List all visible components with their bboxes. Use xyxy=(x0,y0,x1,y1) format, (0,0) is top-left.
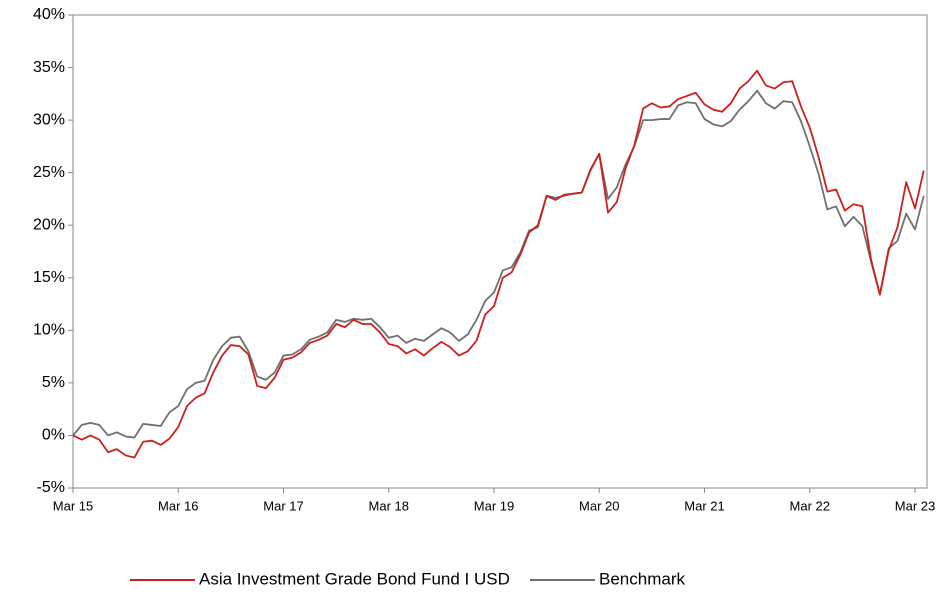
x-tick-label: Mar 18 xyxy=(369,498,409,513)
x-tick-label: Mar 15 xyxy=(53,498,93,513)
x-tick-label: Mar 16 xyxy=(158,498,198,513)
y-tick-label: 0% xyxy=(42,427,65,444)
x-tick-label: Mar 22 xyxy=(790,498,830,513)
y-tick-label: 20% xyxy=(33,216,65,233)
series-line xyxy=(72,69,925,459)
y-tick-label: 25% xyxy=(33,164,65,181)
y-tick-label: 35% xyxy=(33,59,65,76)
y-tick-label: 10% xyxy=(33,322,65,339)
series-line xyxy=(72,89,925,439)
x-tick-label: Mar 20 xyxy=(579,498,619,513)
y-tick-label: -5% xyxy=(37,479,65,496)
x-tick-label: Mar 23 xyxy=(895,498,935,513)
legend-label: Benchmark xyxy=(599,569,685,588)
x-tick-label: Mar 19 xyxy=(474,498,514,513)
y-tick-label: 30% xyxy=(33,111,65,128)
x-tick-label: Mar 17 xyxy=(263,498,303,513)
y-tick-label: 15% xyxy=(33,269,65,286)
plot-frame xyxy=(72,14,928,489)
y-tick-label: 5% xyxy=(42,374,65,391)
x-tick-label: Mar 21 xyxy=(684,498,724,513)
y-tick-label: 40% xyxy=(33,6,65,23)
legend-label: Asia Investment Grade Bond Fund I USD xyxy=(199,569,510,588)
